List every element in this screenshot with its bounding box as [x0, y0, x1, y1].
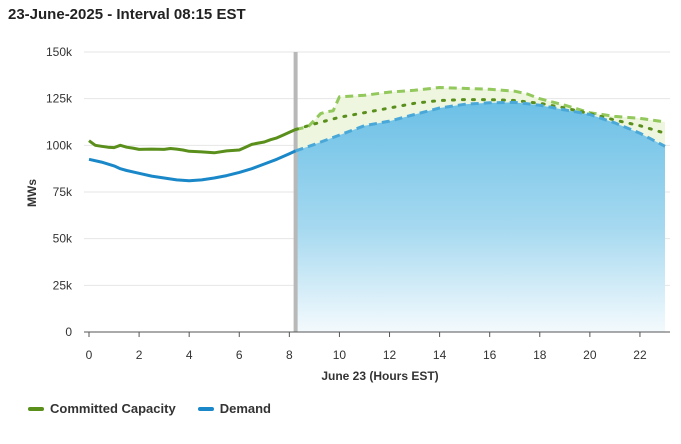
chart-legend: Committed Capacity Demand — [28, 401, 293, 416]
legend-swatch-committed-capacity — [28, 406, 44, 411]
y-axis-title: MWs — [25, 179, 39, 207]
legend-swatch-demand — [197, 406, 214, 411]
demand-forecast-area — [295, 102, 665, 333]
capacity-margin-area — [295, 87, 665, 151]
series-demand — [88, 149, 297, 183]
y-tick-label: 100k — [46, 138, 73, 152]
x-tick-label: 14 — [433, 348, 447, 362]
series-demand-forecast — [295, 100, 666, 153]
x-tick-label: 16 — [483, 348, 497, 362]
legend-label-committed-capacity: Committed Capacity — [50, 401, 176, 416]
y-tick-label: 75k — [53, 185, 73, 199]
legend-item-demand[interactable]: Demand — [197, 401, 271, 416]
series-committed-capacity-projection — [294, 98, 667, 135]
y-tick-label: 0 — [65, 325, 72, 339]
series-committed-capacity-forecast — [295, 86, 666, 131]
y-tick-label: 25k — [53, 278, 73, 292]
legend-item-committed-capacity[interactable]: Committed Capacity — [28, 401, 176, 416]
x-tick-label: 6 — [236, 348, 243, 362]
forecast-areas — [293, 52, 665, 333]
y-tick-label: 50k — [53, 232, 73, 246]
x-tick-label: 18 — [533, 348, 547, 362]
x-tick-label: 8 — [286, 348, 293, 362]
x-tick-label: 4 — [186, 348, 193, 362]
x-tick-label: 22 — [633, 348, 647, 362]
x-tick-label: 2 — [136, 348, 143, 362]
y-tick-label: 150k — [46, 45, 73, 59]
legend-label-demand: Demand — [219, 401, 271, 416]
x-axis-title: June 23 (Hours EST) — [321, 369, 438, 383]
x-tick-label: 12 — [383, 348, 397, 362]
x-tick-label: 10 — [333, 348, 347, 362]
chart-title: 23-June-2025 - Interval 08:15 EST — [8, 6, 246, 23]
series-committed-capacity — [88, 128, 297, 155]
axes: 0 25k 50k 75k 100k 125k 150k 0 2 4 6 8 10 12 14 16 18 20 2… — [46, 45, 670, 362]
y-tick-label: 125k — [46, 92, 73, 106]
x-tick-label: 0 — [86, 348, 93, 362]
series-lines — [88, 86, 667, 183]
x-tick-label: 20 — [583, 348, 597, 362]
